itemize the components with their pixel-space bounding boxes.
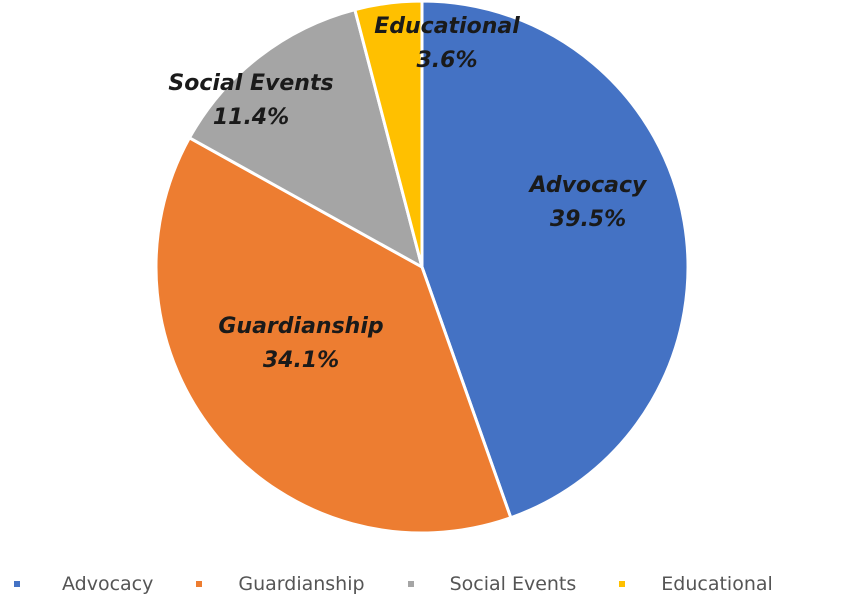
pie-slice-social-events	[187, 8, 424, 269]
legend-label-social-events: Social Events	[449, 573, 577, 595]
pie-slices	[154, 0, 690, 535]
legend-swatch-advocacy	[14, 581, 20, 587]
legend-swatch-social-events	[407, 581, 414, 587]
slice-label-value-advocacy: 39.5%	[550, 207, 626, 232]
legend-item-advocacy: Advocacy	[14, 573, 153, 595]
legend-label-advocacy: Advocacy	[62, 573, 154, 595]
pie-slice-advocacy	[420, 0, 690, 520]
slice-label-name-educational: Educational	[374, 14, 520, 39]
slice-label-name-guardianship: Guardianship	[218, 314, 383, 339]
legend-item-social-events: Social Events	[407, 573, 577, 595]
legend-item-guardianship: Guardianship	[196, 573, 365, 595]
slice-label-value-social-events: 11.4%	[213, 105, 289, 130]
legend: Advocacy Guardianship Social Events Educ…	[0, 568, 844, 600]
legend-swatch-guardianship	[196, 581, 203, 587]
slice-label-name-social-events: Social Events	[168, 71, 333, 96]
slice-label-name-advocacy: Advocacy	[528, 173, 648, 198]
pie-slice-educational	[353, 0, 424, 269]
legend-item-educational: Educational	[619, 573, 773, 595]
legend-label-educational: Educational	[661, 573, 773, 595]
slice-label-value-guardianship: 34.1%	[263, 348, 339, 373]
pie-labels: Advocacy 39.5% Guardianship 34.1% Social Eve…	[168, 14, 648, 373]
legend-label-guardianship: Guardianship	[238, 573, 365, 595]
pie-slice-guardianship	[154, 136, 513, 535]
legend-swatch-educational	[619, 581, 626, 587]
slice-label-value-educational: 3.6%	[416, 48, 477, 73]
